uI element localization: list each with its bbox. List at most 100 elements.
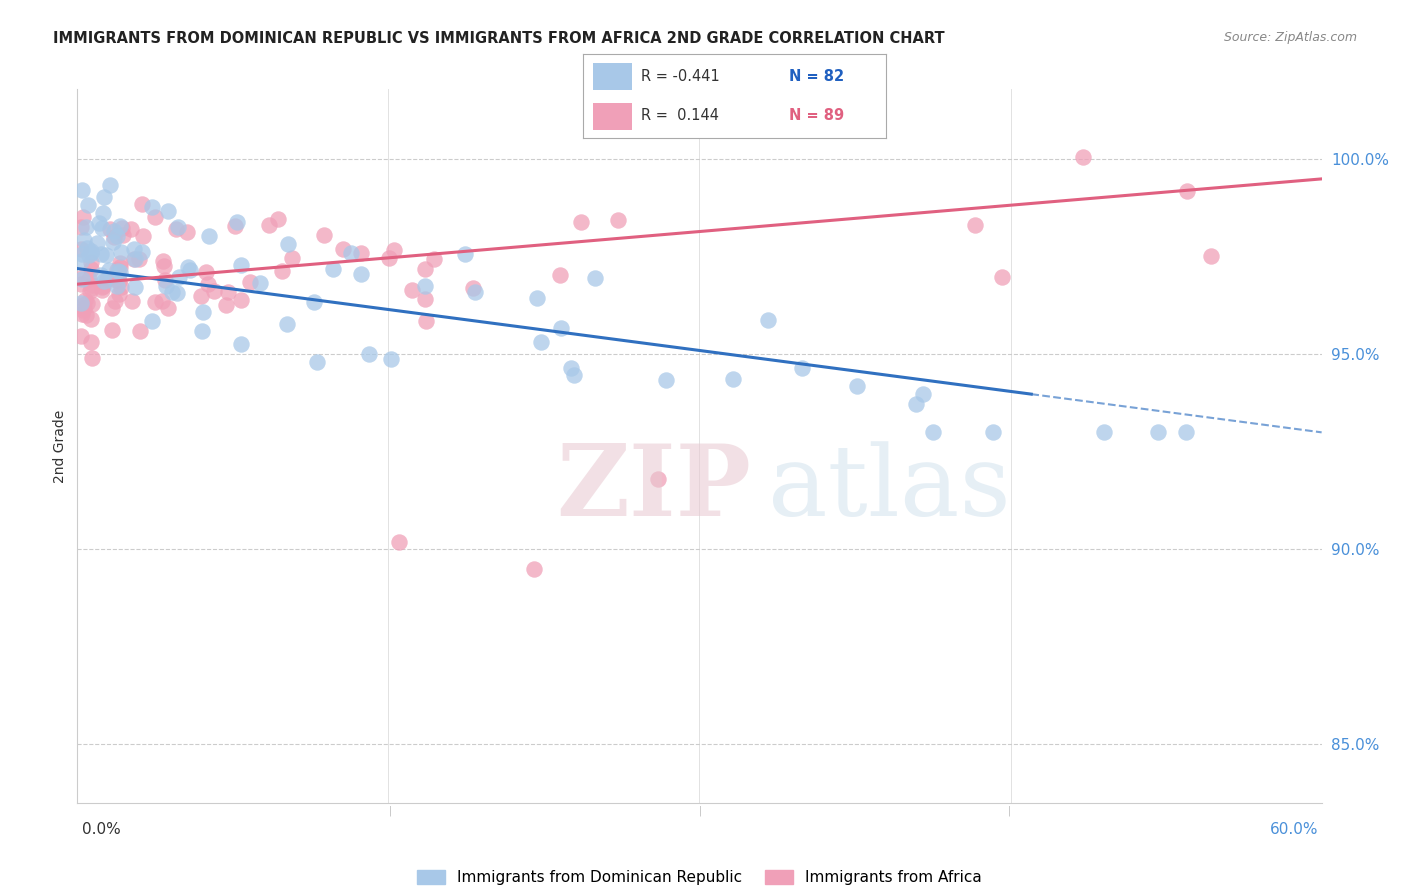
Point [70, 271, 93, 285]
Point [167, 220, 190, 235]
Point [73, 293, 96, 307]
Point [108, 219, 131, 233]
Point [1092, 425, 1115, 440]
Point [70, 271, 93, 285]
Point [217, 285, 239, 299]
Point [249, 276, 271, 290]
Point [569, 214, 592, 228]
Point [107, 286, 129, 301]
Point [141, 200, 163, 214]
Point [105, 228, 128, 243]
Point [1199, 249, 1222, 263]
Point [96, 272, 118, 286]
Point [105, 263, 128, 277]
Point [179, 262, 201, 277]
Point [922, 425, 945, 440]
Point [322, 262, 344, 277]
Point [80, 245, 103, 260]
Point [76, 295, 98, 310]
Point [91, 283, 114, 297]
Point [86, 236, 108, 251]
Text: |: | [389, 805, 392, 816]
Point [550, 320, 572, 334]
Point [72, 246, 94, 260]
Point [70, 220, 93, 235]
Point [350, 245, 373, 260]
Point [70, 253, 93, 268]
Point [190, 289, 212, 303]
Point [152, 253, 174, 268]
Point [238, 275, 260, 289]
Point [229, 336, 252, 351]
Point [413, 292, 436, 306]
Point [229, 293, 252, 307]
Point [415, 313, 437, 327]
Point [413, 261, 436, 276]
Point [143, 294, 166, 309]
Point [110, 280, 132, 294]
Point [72, 210, 94, 224]
Point [562, 368, 585, 383]
Point [153, 259, 176, 273]
Point [143, 211, 166, 225]
Point [98, 178, 121, 192]
Point [73, 233, 96, 247]
Point [103, 229, 125, 244]
Point [912, 387, 935, 401]
Point [98, 222, 121, 236]
Text: Source: ZipAtlas.com: Source: ZipAtlas.com [1223, 31, 1357, 45]
Point [77, 198, 100, 212]
Point [197, 277, 219, 292]
Point [91, 205, 114, 219]
Point [190, 324, 212, 338]
Point [128, 324, 150, 338]
Point [104, 273, 127, 287]
Point [1147, 425, 1170, 440]
Point [165, 222, 187, 236]
Point [302, 294, 325, 309]
Point [380, 352, 402, 367]
Point [191, 305, 214, 319]
Point [103, 224, 125, 238]
Text: |: | [699, 805, 702, 816]
Point [72, 298, 94, 312]
Point [548, 268, 571, 283]
Point [124, 280, 146, 294]
Point [101, 235, 124, 249]
Point [131, 196, 153, 211]
Text: N = 82: N = 82 [789, 69, 844, 84]
Point [792, 361, 814, 376]
Point [723, 372, 745, 386]
Point [108, 260, 131, 274]
Point [80, 244, 103, 258]
Point [79, 284, 101, 298]
Point [270, 264, 292, 278]
Point [75, 220, 97, 235]
Point [461, 281, 484, 295]
Point [1175, 425, 1198, 440]
Point [70, 277, 93, 291]
Point [332, 242, 354, 256]
Point [90, 268, 112, 283]
Text: atlas: atlas [768, 441, 1011, 537]
Point [155, 279, 177, 293]
Point [70, 328, 93, 343]
Point [70, 183, 93, 197]
Text: 0.0%: 0.0% [82, 822, 121, 837]
Point [464, 285, 486, 299]
Point [202, 284, 225, 298]
Point [166, 286, 188, 301]
Text: 60.0%: 60.0% [1271, 822, 1319, 837]
Text: ZIP: ZIP [557, 441, 751, 537]
Point [80, 280, 103, 294]
Point [105, 278, 128, 293]
Point [215, 297, 238, 311]
Point [454, 247, 477, 261]
Point [1071, 150, 1094, 164]
Point [141, 313, 163, 327]
Point [82, 351, 104, 365]
Point [100, 301, 122, 316]
Point [91, 279, 114, 293]
Point [80, 297, 103, 311]
Text: IMMIGRANTS FROM DOMINICAN REPUBLIC VS IMMIGRANTS FROM AFRICA 2ND GRADE CORRELATI: IMMIGRANTS FROM DOMINICAN REPUBLIC VS IM… [53, 31, 945, 46]
